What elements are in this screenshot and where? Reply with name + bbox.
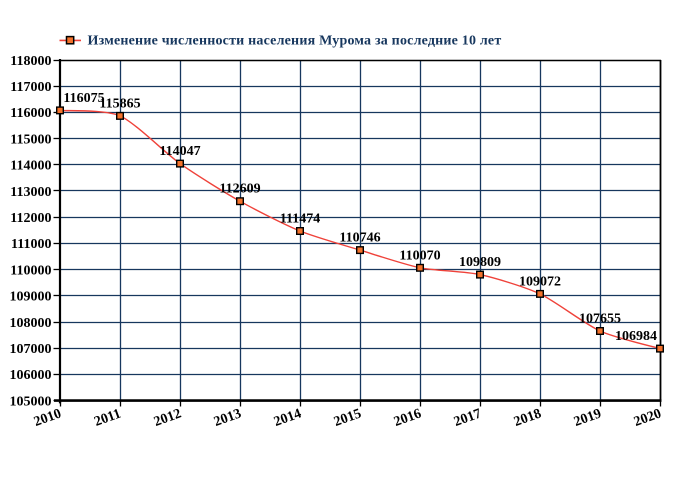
- svg-text:109000: 109000: [10, 290, 52, 305]
- svg-text:106000: 106000: [10, 368, 52, 383]
- svg-text:116000: 116000: [10, 106, 51, 121]
- svg-text:112000: 112000: [10, 211, 51, 226]
- svg-text:110070: 110070: [399, 248, 440, 263]
- svg-text:114047: 114047: [159, 144, 200, 159]
- svg-text:107655: 107655: [579, 312, 621, 327]
- svg-text:116075: 116075: [63, 91, 104, 106]
- svg-text:109809: 109809: [459, 255, 501, 270]
- svg-text:105000: 105000: [10, 394, 52, 409]
- svg-text:109072: 109072: [519, 274, 561, 289]
- svg-text:108000: 108000: [10, 316, 52, 331]
- svg-text:115000: 115000: [10, 132, 51, 147]
- svg-text:118000: 118000: [10, 54, 51, 69]
- svg-text:110000: 110000: [10, 263, 51, 278]
- svg-text:106984: 106984: [615, 329, 657, 344]
- svg-text:Изменение численности населени: Изменение численности населения Мурома з…: [88, 34, 502, 49]
- svg-text:112609: 112609: [219, 182, 260, 197]
- svg-text:117000: 117000: [10, 80, 51, 95]
- svg-text:111474: 111474: [280, 212, 320, 227]
- svg-text:110746: 110746: [339, 231, 380, 246]
- svg-text:115865: 115865: [99, 96, 140, 111]
- svg-text:111000: 111000: [11, 237, 51, 252]
- svg-text:113000: 113000: [10, 185, 51, 200]
- svg-text:107000: 107000: [10, 342, 52, 357]
- svg-text:114000: 114000: [10, 159, 51, 174]
